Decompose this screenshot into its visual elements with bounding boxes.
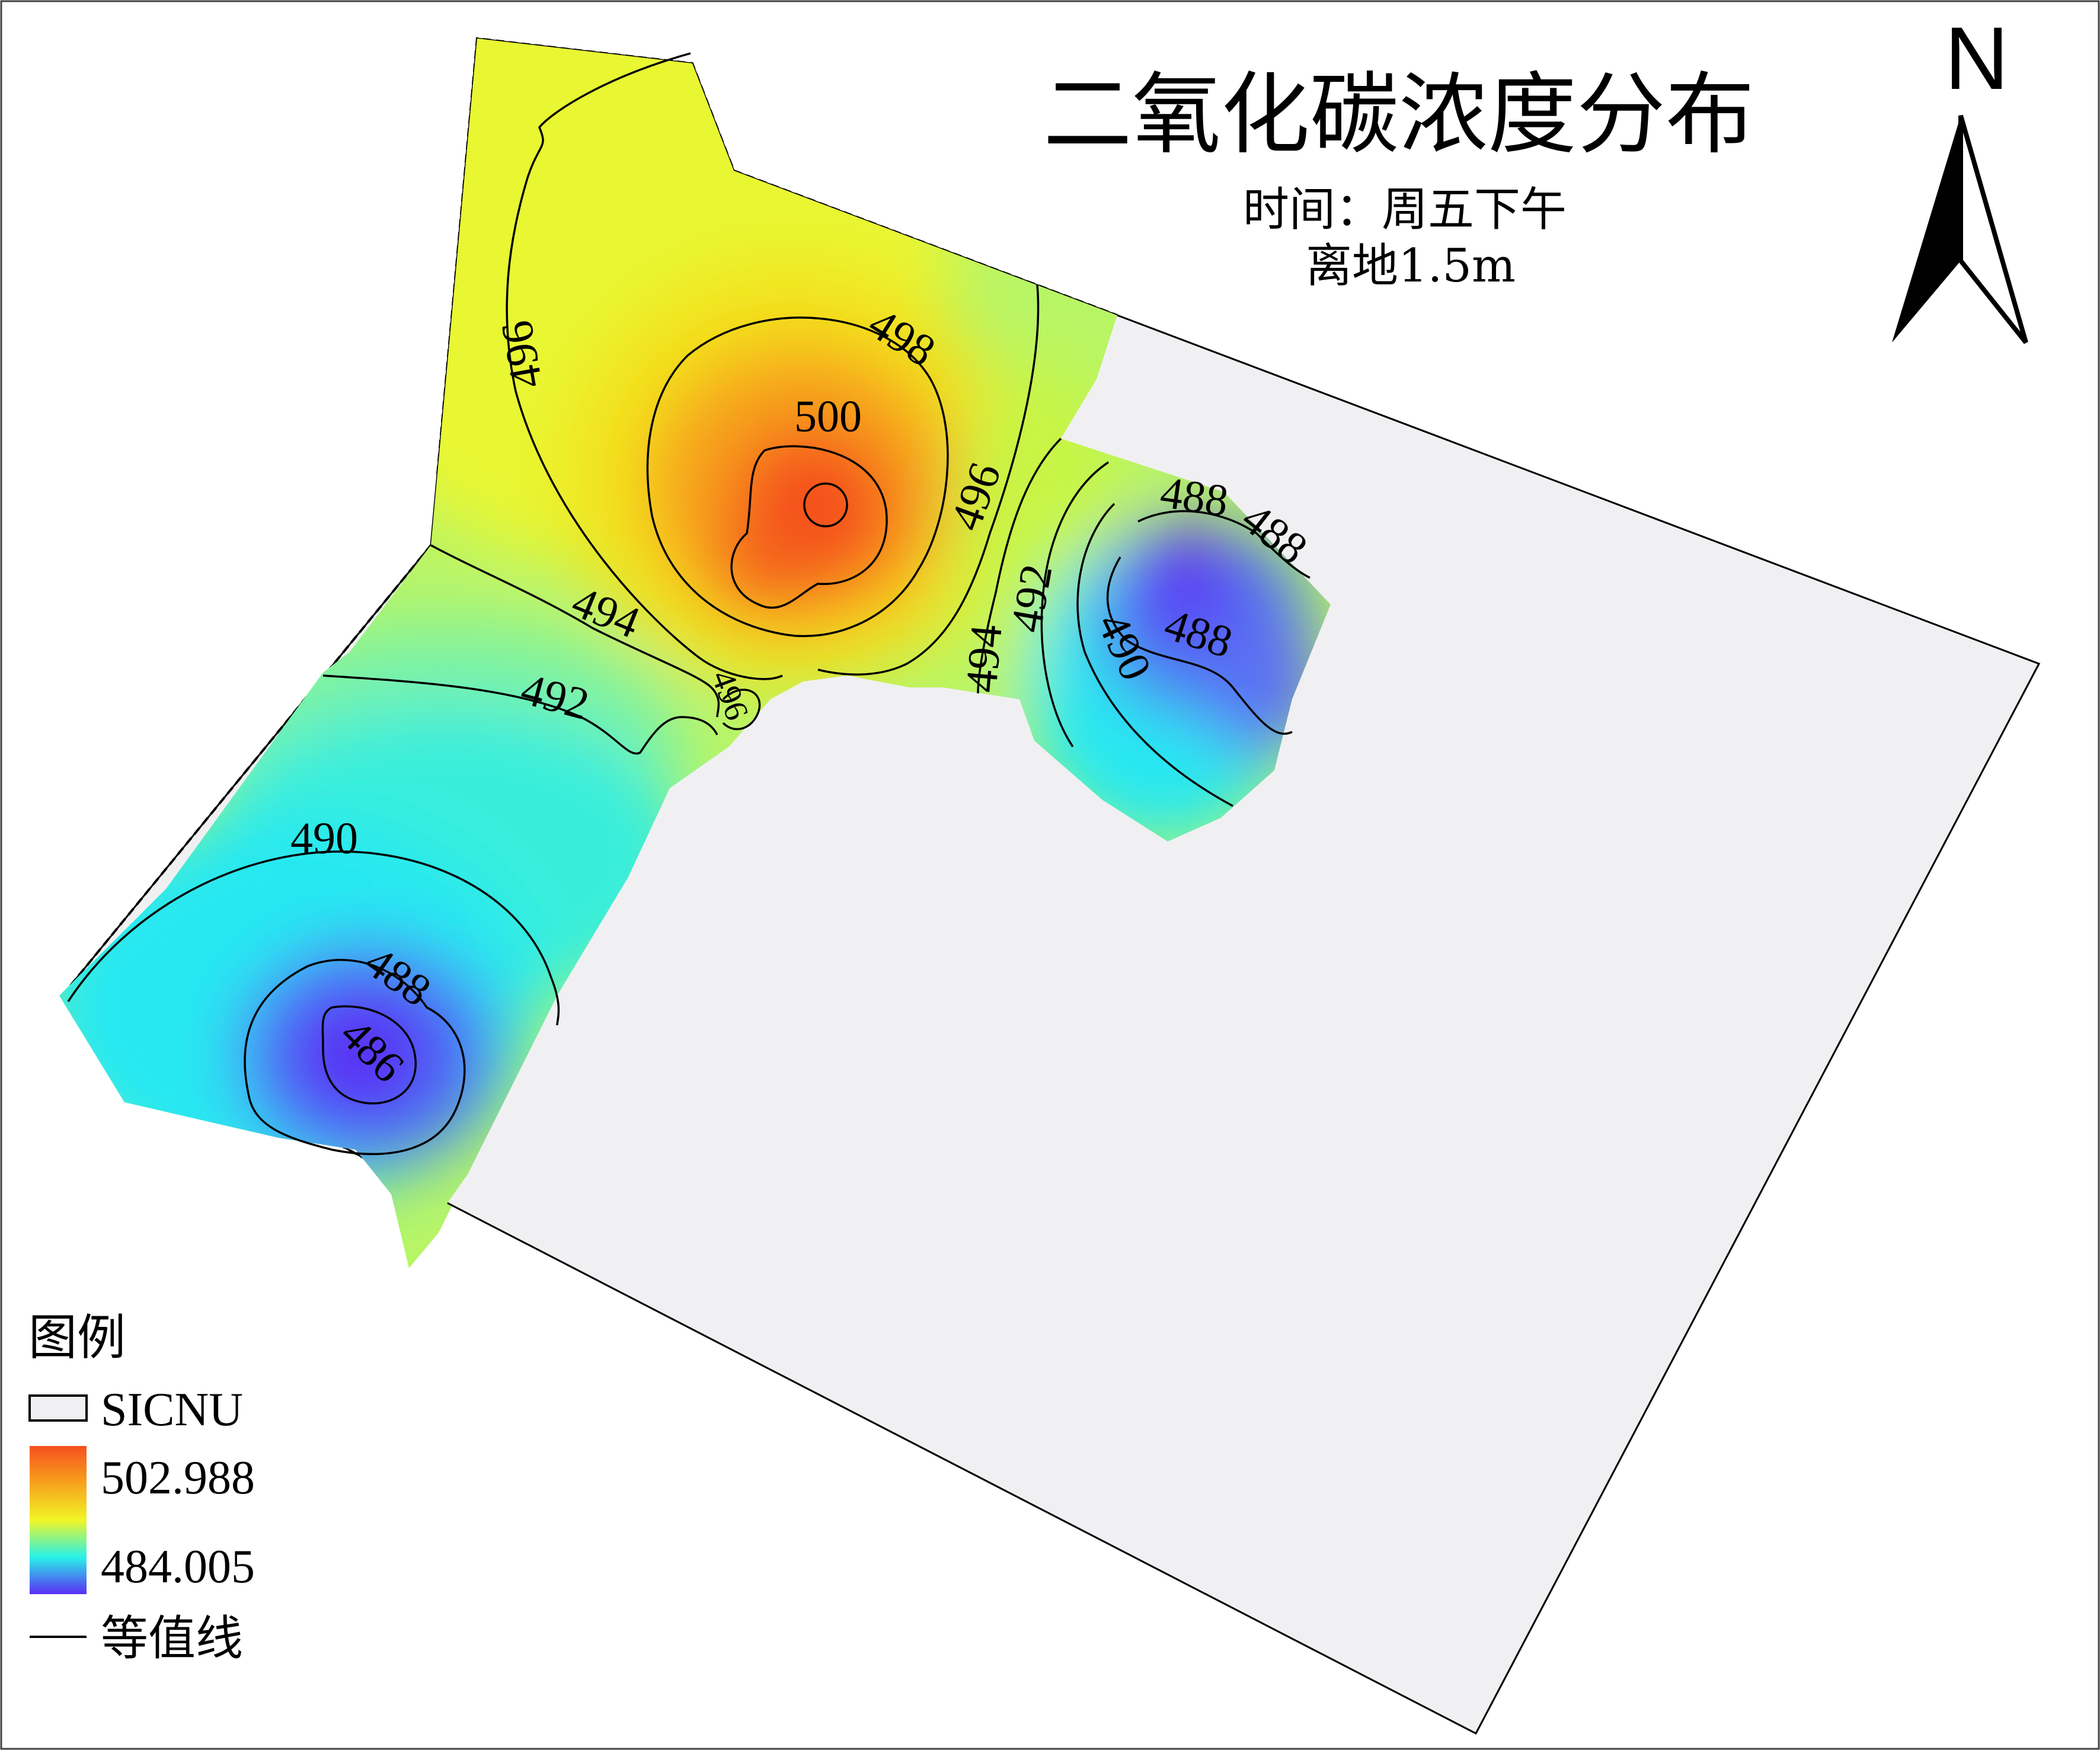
map-subtitle-time: 时间：周五下午	[1243, 183, 1567, 236]
north-arrow: N	[1892, 8, 2028, 344]
legend-color-ramp	[30, 1446, 87, 1594]
contour-line-498	[646, 316, 949, 638]
contour-line-500	[730, 445, 888, 609]
legend-contour-label: 等值线	[101, 1611, 243, 1666]
legend-min-label: 484.005	[101, 1541, 255, 1593]
contour-label-500: 500	[794, 392, 862, 442]
contour-line-492-right	[1040, 461, 1109, 747]
legend-boundary-swatch	[28, 1394, 88, 1422]
contour-line-486	[321, 1005, 417, 1105]
legend-boundary-label: SICNU	[101, 1384, 243, 1436]
contour-line-488-left	[244, 959, 466, 1156]
legend-max-label: 502.988	[101, 1452, 255, 1504]
contour-line-peak	[803, 482, 848, 527]
contour-label-490-left: 490	[290, 814, 358, 863]
contour-lines	[67, 52, 1310, 1156]
contour-line-494-left	[430, 544, 720, 718]
contour-line-492-left	[322, 674, 718, 755]
contour-label-488-right-a: 488	[1158, 468, 1232, 526]
contour-line-488-right	[1106, 510, 1310, 735]
contour-line-496-left	[506, 52, 783, 680]
map-title: 二氧化碳浓度分布	[1043, 63, 1754, 167]
contour-line-496-right	[817, 284, 1040, 676]
map-subtitle-height: 离地1.5m	[1306, 239, 1516, 293]
contour-line-496-small	[722, 689, 761, 730]
excluded-area	[448, 315, 2039, 1733]
legend: 图例 SICNU 502.988 484.005 等值线	[28, 1310, 255, 1666]
contour-line-490-left	[67, 850, 560, 1026]
north-label: N	[1945, 8, 2009, 108]
north-arrow-icon	[1892, 116, 1961, 343]
north-arrow-icon-right	[1958, 114, 2028, 344]
contour-label-494-right: 494	[956, 623, 1012, 695]
contour-line-494-right	[977, 437, 1062, 694]
legend-title: 图例	[28, 1310, 126, 1366]
contour-label-492-right: 492	[1001, 561, 1062, 636]
contour-line-490-right	[1076, 503, 1233, 807]
contour-label-496-left: 496	[491, 317, 552, 392]
boundary-outline-right	[447, 314, 2041, 1735]
